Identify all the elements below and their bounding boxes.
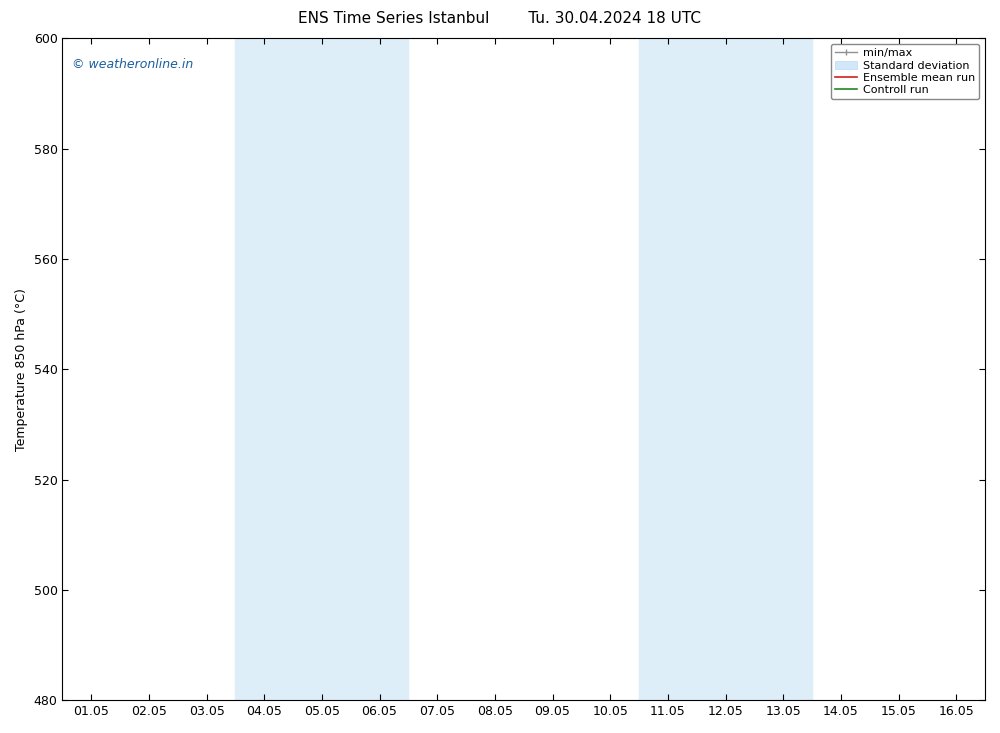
- Bar: [235, 38, 408, 700]
- Y-axis label: Temperature 850 hPa (°C): Temperature 850 hPa (°C): [15, 288, 28, 451]
- Legend: min/max, Standard deviation, Ensemble mean run, Controll run: min/max, Standard deviation, Ensemble me…: [831, 44, 979, 100]
- Text: © weatheronline.in: © weatheronline.in: [72, 58, 193, 71]
- Bar: [639, 38, 812, 700]
- Text: ENS Time Series Istanbul        Tu. 30.04.2024 18 UTC: ENS Time Series Istanbul Tu. 30.04.2024 …: [298, 11, 702, 26]
